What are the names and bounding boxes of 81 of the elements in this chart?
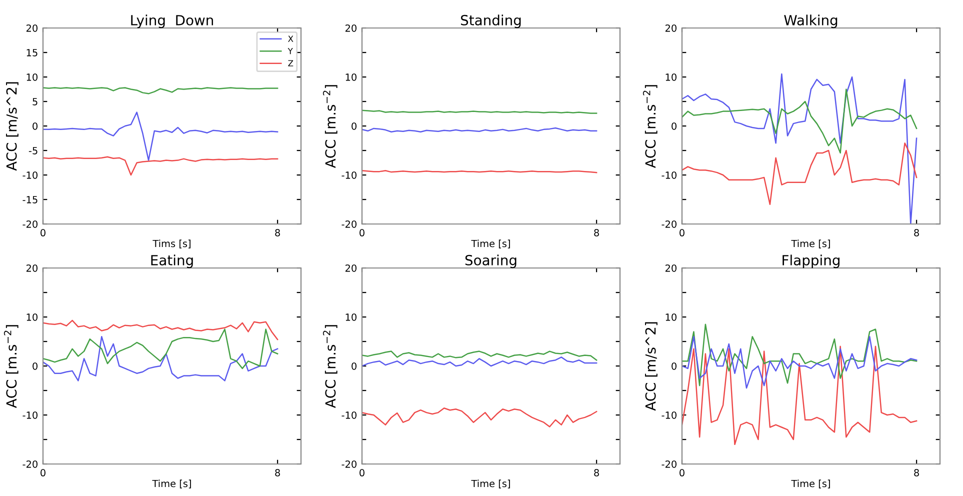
chart-title: Flapping — [782, 254, 840, 268]
y-tick-label: 10 — [346, 73, 356, 81]
y-tick-label: -20 — [662, 460, 676, 468]
x-tick-label: 8 — [275, 469, 280, 476]
x-axis-title: Time [s] — [791, 240, 830, 248]
y-tick-label: -10 — [662, 411, 676, 419]
x-axis-title: Time [s] — [152, 480, 191, 488]
x-tick-label: 8 — [914, 469, 919, 476]
y-tick-label: 20 — [345, 24, 356, 32]
x-tick-label: 8 — [594, 469, 599, 476]
x-axis-title: Time [s] — [471, 240, 510, 248]
y-tick-label: 10 — [26, 73, 38, 81]
line-series — [362, 350, 598, 361]
x-tick-label: 8 — [594, 229, 599, 236]
line-series — [682, 336, 918, 389]
line-series — [43, 320, 278, 340]
y-tick-label: 10 — [346, 313, 356, 321]
legend-label: Y — [288, 48, 293, 54]
y-tick-label: 0 — [32, 362, 38, 370]
y-tick-label: -20 — [342, 220, 356, 228]
y-tick-label: 0 — [672, 362, 676, 370]
legend-label: Z — [288, 60, 294, 66]
y-tick-label: -10 — [342, 411, 356, 419]
y-axis-title: ACC [m/s^2] — [6, 82, 18, 171]
y-tick-label: -15 — [22, 196, 38, 204]
y-tick-label: 0 — [352, 362, 356, 370]
y-axis-title: ACC [m.s$^{−2}$] — [322, 325, 338, 408]
y-tick-label: 20 — [665, 264, 676, 272]
line-series — [682, 142, 918, 206]
y-tick-label: -10 — [662, 171, 676, 179]
line-series — [682, 88, 918, 154]
chart-title: Soaring — [465, 254, 516, 268]
y-tick-label: 15 — [26, 49, 38, 56]
legend-label: X — [288, 36, 294, 42]
y-tick-label: -10 — [22, 411, 38, 419]
y-axis-title: ACC [m.s$^{−2}$] — [4, 325, 18, 408]
x-tick-label: 8 — [275, 229, 280, 236]
x-tick-label: 0 — [680, 469, 684, 476]
y-axis-title: ACC [m.s$^{−2}$] — [322, 85, 338, 168]
y-tick-label: 10 — [666, 73, 676, 81]
line-series — [682, 73, 918, 224]
y-tick-label: -20 — [342, 460, 356, 468]
line-series — [362, 356, 598, 367]
line-series — [43, 336, 278, 382]
y-tick-label: -20 — [22, 460, 38, 468]
x-tick-label: 8 — [914, 229, 919, 236]
line-series — [43, 112, 278, 161]
y-tick-label: 0 — [32, 122, 38, 130]
y-tick-label: -20 — [662, 220, 676, 228]
y-tick-label: 10 — [26, 313, 38, 321]
chart-title: Lying Down — [131, 14, 213, 28]
line-series — [682, 346, 918, 446]
y-tick-label: -10 — [22, 171, 38, 179]
y-tick-label: 5 — [32, 98, 38, 106]
y-tick-label: 0 — [352, 122, 356, 130]
x-tick-label: 0 — [40, 229, 46, 236]
y-tick-label: 10 — [666, 313, 676, 321]
y-tick-label: 20 — [665, 24, 676, 32]
line-series — [682, 324, 918, 386]
y-tick-label: 20 — [26, 264, 38, 272]
x-axis-title: Time [s] — [471, 480, 510, 488]
x-tick-label: 0 — [40, 469, 46, 476]
x-axis-title: Time [s] — [791, 480, 830, 488]
y-axis-title: ACC [m/s^2] — [645, 322, 658, 411]
x-tick-label: 0 — [360, 229, 364, 236]
line-series — [43, 156, 278, 176]
y-tick-label: -20 — [22, 220, 38, 228]
x-axis-title: Tims [s] — [152, 240, 190, 248]
chart-title: Walking — [784, 14, 838, 28]
y-tick-label: 20 — [345, 264, 356, 272]
chart-title: Eating — [151, 254, 193, 268]
y-tick-label: -5 — [28, 147, 38, 154]
line-series — [362, 408, 598, 428]
line-series — [43, 328, 278, 370]
y-tick-label: 0 — [672, 122, 676, 130]
chart-title: Standing — [460, 14, 521, 28]
y-tick-label: 20 — [26, 24, 38, 32]
y-tick-label: -10 — [342, 171, 356, 179]
y-axis-title: ACC [m.s$^{−2}$] — [642, 85, 658, 168]
x-tick-label: 0 — [360, 469, 364, 476]
x-tick-label: 0 — [680, 229, 684, 236]
